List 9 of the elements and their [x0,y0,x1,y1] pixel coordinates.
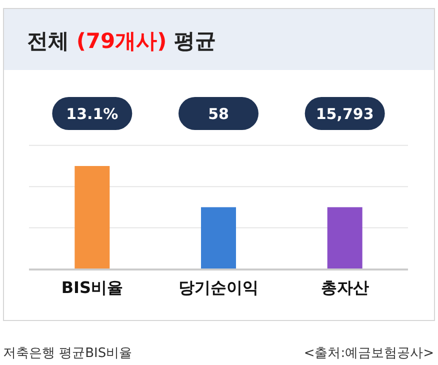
text: 15,793 [316,105,374,123]
text: 58 [208,105,229,123]
text: <출처:예금보험공사> [304,346,434,361]
x-tick-label: 당기순이익 [178,278,258,297]
chart-title: 전체 (79개사) 평균 [27,29,216,53]
x-tick-label: 총자산 [320,278,369,297]
x-tick-label: BIS비율 [61,278,124,297]
text: 저축은행 평균BIS비율 [3,346,132,361]
text: 13.1% [66,105,118,123]
